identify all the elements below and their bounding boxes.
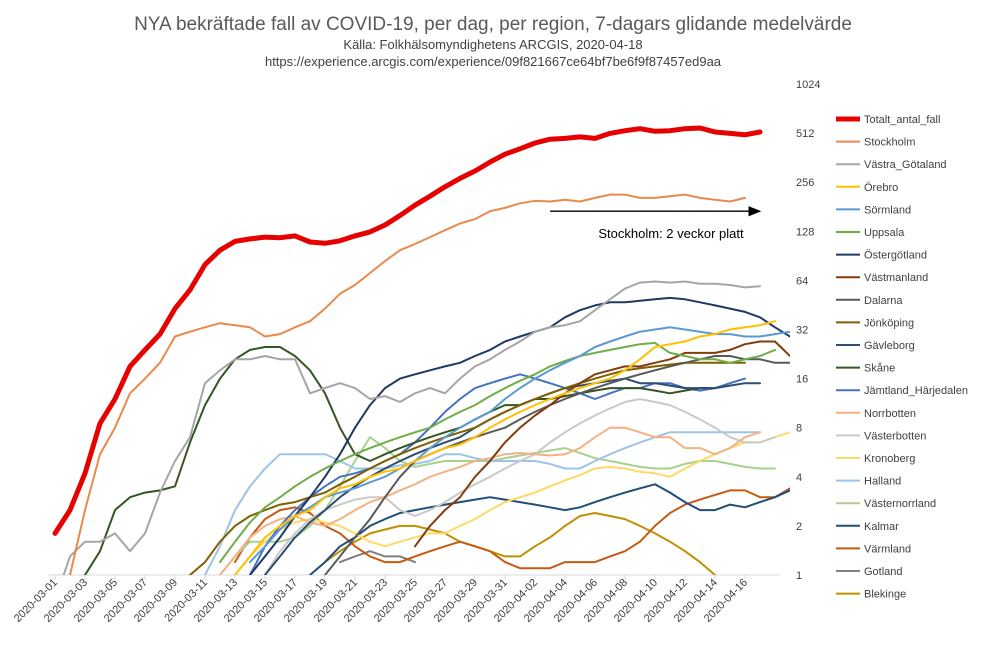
- series-line-kronoberg: [234, 431, 790, 575]
- legend-entry: Gotland: [864, 566, 903, 578]
- series-line-östergötland: [249, 296, 790, 575]
- chart-source-url: https://experience.arcgis.com/experience…: [265, 54, 722, 69]
- legend-entry: Västerbotten: [864, 430, 926, 442]
- y-tick-label: 512: [796, 128, 814, 140]
- chart-title: NYA bekräftade fall av COVID-19, per dag…: [134, 14, 852, 35]
- legend-entry: Totalt_antal_fall: [864, 114, 940, 126]
- series-line-värmland: [234, 487, 790, 570]
- legend-entry: Kalmar: [864, 521, 899, 533]
- series-line-västmanland: [414, 340, 790, 548]
- legend-entry: Västmanland: [864, 272, 928, 284]
- legend-entry: Örebro: [864, 182, 898, 194]
- y-tick-label: 4: [796, 472, 802, 484]
- legend-entry: Kronoberg: [864, 453, 915, 465]
- legend-entry: Värmland: [864, 543, 911, 555]
- series-line-blekinge: [324, 512, 716, 575]
- legend-entry: Västernorrland: [864, 498, 936, 510]
- legend-entry: Jönköping: [864, 317, 914, 329]
- series-line-västra_götaland: [62, 280, 761, 575]
- y-tick-label: 256: [796, 177, 814, 189]
- y-tick-label: 2: [796, 521, 802, 533]
- series-line-sörmland: [249, 326, 790, 564]
- series-line-kalmar: [309, 483, 790, 575]
- series-lines: [52, 125, 790, 575]
- y-tick-label: 64: [796, 275, 808, 287]
- series-line-norrbotten: [219, 426, 761, 575]
- legend-entry: Sörmland: [864, 204, 911, 216]
- legend-entry: Dalarna: [864, 295, 903, 307]
- y-tick-label: 1024: [796, 79, 820, 91]
- x-axis-ticks: 2020-03-012020-03-032020-03-052020-03-07…: [12, 575, 750, 625]
- series-line-västerbotten: [264, 398, 776, 575]
- legend-entry: Uppsala: [864, 227, 905, 239]
- y-axis-ticks: 1 2 4 8 16 32 64 128 256 512 1024: [796, 79, 820, 582]
- y-tick-label: 128: [796, 226, 814, 238]
- chart-subtitle: Källa: Folkhälsomyndighetens ARCGIS, 202…: [343, 37, 642, 52]
- series-line-gotland: [339, 550, 416, 564]
- legend-entry: Halland: [864, 476, 901, 488]
- y-tick-label: 8: [796, 423, 802, 435]
- legend-entry: Stockholm: [864, 137, 915, 149]
- legend-entry: Västra_Götaland: [864, 159, 947, 171]
- series-line-jönköping: [189, 361, 746, 575]
- legend-entry: Gävleborg: [864, 340, 915, 352]
- legend-entry: Norrbotten: [864, 408, 916, 420]
- series-line-uppsala: [219, 341, 776, 564]
- y-tick-label: 16: [796, 374, 808, 386]
- annotation: Stockholm: 2 veckor platt: [550, 205, 762, 241]
- y-tick-label: 1: [796, 570, 802, 582]
- legend: Totalt_antal_fall Stockholm Västra_Götalan…: [836, 114, 968, 601]
- series-line-stockholm: [69, 193, 746, 575]
- series-line-örebro: [234, 320, 776, 575]
- legend-entry: Blekinge: [864, 589, 906, 601]
- series-line-jämtland_härjedalen: [249, 373, 746, 575]
- legend-entry: Jämtland_Härjedalen: [864, 385, 968, 397]
- series-line-totalt_antal_fall: [52, 125, 763, 536]
- series-line-dalarna: [324, 355, 790, 575]
- legend-entry: Östergötland: [864, 250, 927, 262]
- series-line-skåne: [84, 346, 716, 575]
- legend-entry: Skåne: [864, 363, 895, 375]
- annotation-text: Stockholm: 2 veckor platt: [598, 226, 744, 241]
- y-tick-label: 32: [796, 325, 808, 337]
